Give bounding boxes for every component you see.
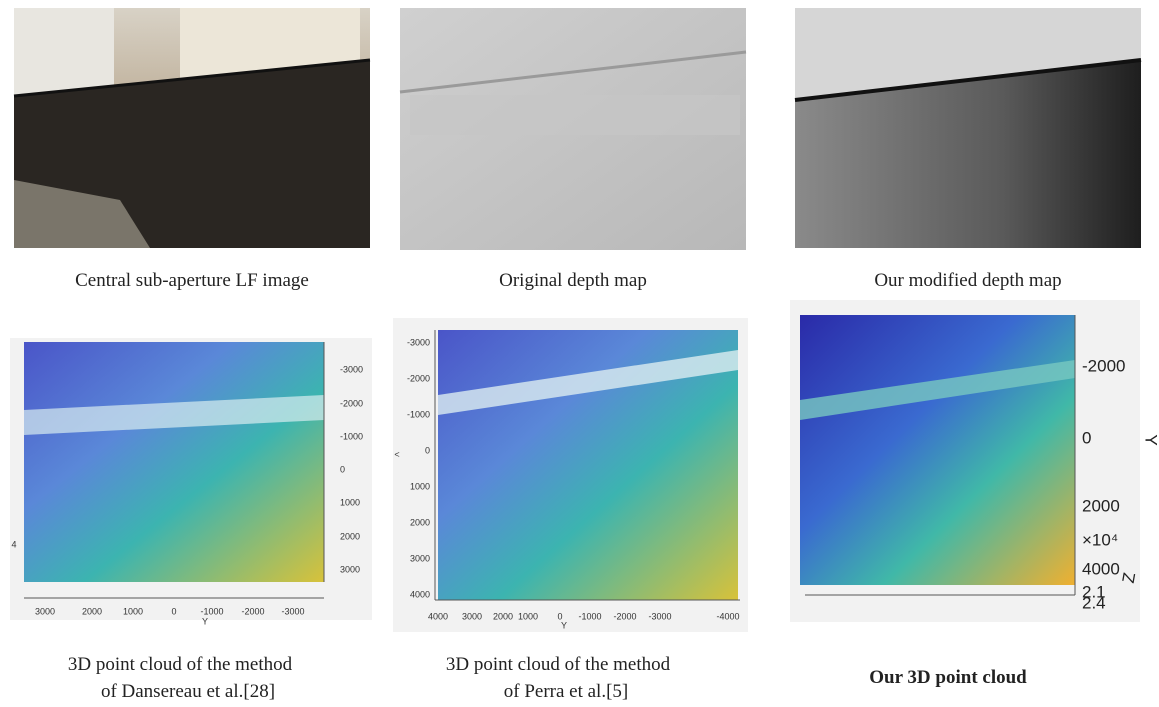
tick-label: 3000 (35, 606, 55, 616)
point-cloud-perra (393, 318, 748, 632)
caption: Our modified depth map (874, 270, 1061, 291)
axis-label: 4 (11, 539, 16, 549)
tick-label: 2.4 (1082, 593, 1106, 612)
tick-label: ×10⁴ (1082, 530, 1118, 549)
caption: of Dansereau et al.[28] (101, 681, 275, 702)
tick-label: -3000 (281, 606, 304, 616)
tick-label: -2000 (241, 606, 264, 616)
caption: 3D point cloud of the method (68, 654, 293, 675)
caption: of Perra et al.[5] (504, 681, 629, 702)
tick-label: 2000 (1082, 496, 1120, 515)
tick-label: 1000 (410, 481, 430, 491)
tick-label: -2000 (613, 611, 636, 621)
tick-label: 0 (171, 606, 176, 616)
axis-label: < (394, 449, 399, 459)
tick-label: -2000 (407, 373, 430, 383)
tick-label: 0 (425, 445, 430, 455)
tick-label: 3000 (410, 553, 430, 563)
tick-label: 1000 (340, 497, 360, 507)
caption: Central sub-aperture LF image (75, 270, 309, 291)
caption: Original depth map (499, 270, 647, 291)
figure: Central sub-aperture LF image Original de… (0, 0, 1159, 707)
tick-label: -4000 (716, 611, 739, 621)
axis-label: Y (561, 620, 567, 630)
caption: Our 3D point cloud (869, 667, 1027, 688)
lf-image (14, 8, 370, 248)
tick-label: 0 (340, 464, 345, 474)
point-cloud-dansereau (10, 338, 372, 620)
caption: 3D point cloud of the method (446, 654, 671, 675)
tick-label: 0 (1082, 428, 1091, 447)
original-depth-map (400, 8, 746, 250)
page: {"panels": [ {"caption": "Central sub-ap… (0, 0, 1159, 707)
tick-label: 4000 (428, 611, 448, 621)
tick-label: -3000 (340, 364, 363, 374)
tick-label: 2000 (82, 606, 102, 616)
tick-label: -3000 (407, 337, 430, 347)
tick-label: -3000 (648, 611, 671, 621)
tick-label: -2000 (340, 398, 363, 408)
tick-label: 2000 (493, 611, 513, 621)
tick-label: -1000 (578, 611, 601, 621)
tick-label: 2000 (410, 517, 430, 527)
tick-label: 1000 (123, 606, 143, 616)
tick-label: 4000 (410, 589, 430, 599)
tick-label: -1000 (340, 431, 363, 441)
tick-label: 1000 (518, 611, 538, 621)
modified-depth-map (795, 8, 1141, 248)
axis-label: Y (202, 616, 208, 626)
tick-label: 3000 (340, 564, 360, 574)
tick-label: -2000 (1082, 356, 1125, 375)
tick-label: 2000 (340, 531, 360, 541)
tick-label: -1000 (200, 606, 223, 616)
tick-label: 4000 (1082, 559, 1120, 578)
tick-label: 3000 (462, 611, 482, 621)
tick-label: -1000 (407, 409, 430, 419)
axis-label: Y (1142, 434, 1159, 445)
